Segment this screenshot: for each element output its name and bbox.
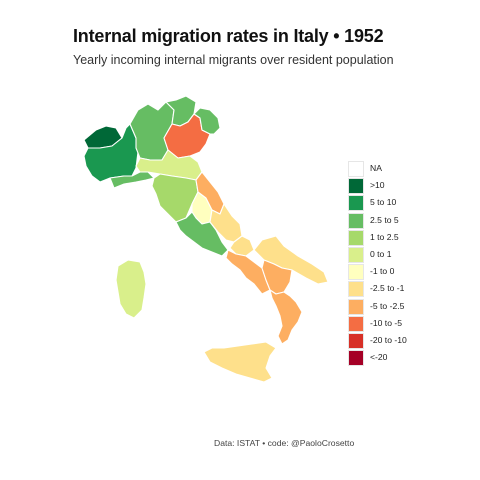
legend-key-swatch [348, 229, 364, 246]
legend-key-swatch [348, 315, 364, 332]
legend-key-swatch [348, 281, 364, 298]
legend-key-swatch [348, 195, 364, 212]
region-lazio [175, 211, 229, 257]
legend-label: -20 to -10 [370, 334, 407, 345]
legend-label: 2.5 to 5 [370, 214, 399, 225]
legend-key-swatch [348, 246, 364, 263]
legend-label: -1 to 0 [370, 266, 395, 277]
legend-key-swatch [348, 332, 364, 349]
region-toscana [151, 173, 199, 223]
legend-label: 5 to 10 [370, 197, 397, 208]
legend-label: <-20 [370, 352, 388, 363]
legend-key-swatch [348, 298, 364, 315]
legend-label: -10 to -5 [370, 317, 403, 328]
legend-label: 1 to 2.5 [370, 231, 399, 242]
map-subtitle: Yearly incoming internal migrants over r… [73, 53, 394, 67]
region-campania [225, 249, 271, 295]
caption: Data: ISTAT • code: @PaoloCrosetto [214, 438, 355, 448]
region-friuli-venezia-giulia [193, 107, 221, 135]
region-molise [229, 235, 255, 257]
legend-label: -2.5 to -1 [370, 283, 405, 294]
region-sicilia [203, 341, 277, 383]
legend-key-swatch [348, 350, 364, 367]
region-sardegna [115, 259, 147, 319]
legend-label: 0 to 1 [370, 248, 392, 259]
region-piemonte [83, 123, 139, 183]
region-calabria [269, 289, 303, 345]
legend-key-swatch [348, 212, 364, 229]
legend-label: >10 [370, 180, 385, 191]
legend-label: NA [370, 163, 382, 173]
legend-label: -5 to -2.5 [370, 300, 405, 311]
legend-key-swatch [348, 264, 364, 281]
legend-key-swatch [348, 161, 364, 177]
map-title: Internal migration rates in Italy • 1952 [73, 26, 384, 46]
legend-key-swatch [348, 178, 364, 195]
